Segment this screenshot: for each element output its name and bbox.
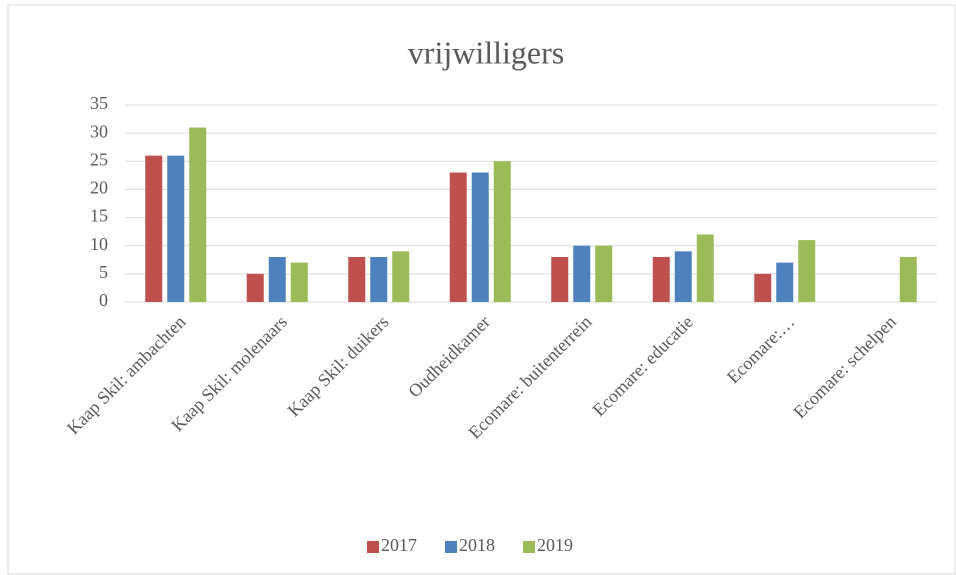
bar bbox=[595, 245, 613, 302]
legend-label: 2018 bbox=[459, 535, 495, 555]
chart-title: vrijwilligers bbox=[408, 34, 564, 70]
legend-label: 2017 bbox=[381, 535, 417, 555]
y-tick-label: 10 bbox=[90, 234, 108, 254]
bar bbox=[493, 161, 511, 302]
bar bbox=[899, 256, 917, 302]
bar bbox=[449, 172, 467, 302]
legend-swatch bbox=[367, 541, 379, 553]
bar bbox=[246, 273, 264, 302]
y-tick-label: 5 bbox=[99, 262, 108, 282]
bar bbox=[348, 256, 366, 302]
y-tick-label: 25 bbox=[90, 149, 108, 169]
bar bbox=[696, 234, 714, 302]
bar bbox=[798, 240, 816, 302]
y-tick-label: 35 bbox=[90, 93, 108, 113]
bar bbox=[392, 251, 410, 302]
bar bbox=[573, 245, 591, 302]
bar bbox=[370, 256, 388, 302]
bar bbox=[268, 256, 286, 302]
bar bbox=[145, 155, 163, 302]
bar bbox=[551, 256, 569, 302]
bar bbox=[674, 251, 692, 302]
y-tick-label: 20 bbox=[90, 178, 108, 198]
y-tick-label: 15 bbox=[90, 206, 108, 226]
legend-label: 2019 bbox=[537, 535, 573, 555]
legend-swatch bbox=[523, 541, 535, 553]
bar bbox=[754, 273, 772, 302]
bar bbox=[652, 256, 670, 302]
bar bbox=[776, 262, 794, 302]
bar bbox=[290, 262, 308, 302]
y-tick-label: 30 bbox=[90, 121, 108, 141]
legend-swatch bbox=[445, 541, 457, 553]
bar bbox=[167, 155, 185, 302]
bar bbox=[471, 172, 489, 302]
bar bbox=[189, 127, 207, 302]
y-tick-label: 0 bbox=[99, 290, 108, 310]
